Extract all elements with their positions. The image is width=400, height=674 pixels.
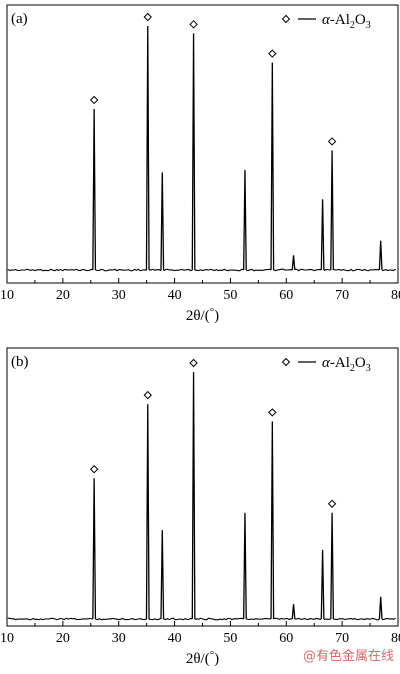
diffraction-peak bbox=[291, 255, 296, 271]
diffraction-peak bbox=[330, 512, 335, 620]
x-tick-label: 60 bbox=[279, 288, 293, 303]
baseline-segment bbox=[381, 268, 396, 272]
baseline-segment bbox=[381, 617, 396, 621]
diffraction-peak bbox=[160, 172, 165, 271]
chart-panel-b: 10 20 30 40 50 60 70 80 2θ/(°) (b) α-Al2O3 bbox=[0, 347, 400, 667]
legend-diamond-icon bbox=[281, 357, 291, 367]
baseline-segment bbox=[246, 268, 272, 272]
baseline-segment bbox=[7, 268, 94, 272]
baseline-segment bbox=[194, 617, 244, 621]
baseline-segment bbox=[294, 268, 322, 272]
baseline-segment bbox=[294, 617, 322, 620]
x-tick-label: 80 bbox=[391, 288, 400, 303]
diffraction-peak bbox=[243, 512, 247, 620]
x-tick-label: 80 bbox=[391, 631, 400, 646]
x-tick-label: 30 bbox=[112, 288, 126, 303]
baseline-segment bbox=[323, 268, 331, 272]
x-tick-label: 50 bbox=[223, 631, 237, 646]
baseline-segment bbox=[149, 268, 162, 272]
diffraction-peak bbox=[160, 530, 165, 620]
baseline-segment bbox=[333, 617, 380, 621]
x-tick-label: 10 bbox=[0, 631, 14, 646]
baseline-segment bbox=[273, 617, 293, 621]
baseline-segment bbox=[163, 617, 193, 621]
peak-marker-diamond-icon bbox=[327, 137, 337, 146]
x-axis-label: 2θ/(°) bbox=[186, 649, 219, 667]
diffraction-peak bbox=[145, 25, 150, 271]
diffraction-peak bbox=[270, 421, 275, 620]
diffraction-peak bbox=[291, 604, 296, 620]
plot-frame bbox=[6, 4, 399, 284]
diffraction-peak bbox=[320, 199, 325, 271]
baseline-segment bbox=[95, 617, 147, 621]
baseline-segment bbox=[7, 617, 93, 621]
peak-marker-diamond-icon bbox=[189, 358, 198, 368]
x-axis-label: 2θ/(°) bbox=[186, 306, 219, 324]
diffraction-peak bbox=[191, 33, 196, 271]
peak-marker-diamond-icon bbox=[89, 95, 99, 105]
diffraction-peak bbox=[320, 549, 325, 620]
panel-label: (a) bbox=[11, 11, 28, 27]
diffraction-peak bbox=[378, 240, 383, 271]
x-tick-label: 20 bbox=[56, 631, 70, 646]
baseline-segment bbox=[194, 268, 244, 272]
baseline-segment bbox=[163, 268, 193, 272]
diffraction-peak bbox=[243, 169, 247, 271]
peak-marker-diamond-icon bbox=[189, 20, 198, 29]
chart-panel-a: 10 20 30 40 50 60 70 80 2θ/(°) (a) α-Al2O3 bbox=[0, 4, 400, 324]
x-tick-label: 20 bbox=[56, 288, 70, 303]
peak-marker-diamond-icon bbox=[143, 390, 152, 400]
legend-diamond-icon bbox=[281, 14, 291, 24]
x-tick-label: 60 bbox=[279, 631, 293, 646]
baseline-segment bbox=[323, 618, 331, 621]
x-tick-label: 40 bbox=[168, 288, 182, 303]
panel-label: (b) bbox=[11, 354, 29, 370]
plot-frame bbox=[6, 347, 399, 627]
baseline-segment bbox=[333, 268, 380, 272]
baseline-segment bbox=[273, 268, 293, 272]
peak-marker-diamond-icon bbox=[143, 12, 152, 22]
x-tick-label: 50 bbox=[223, 288, 237, 303]
diffraction-peak bbox=[270, 62, 275, 271]
legend-label: α-Al2O3 bbox=[322, 355, 371, 374]
baseline-segment bbox=[95, 268, 147, 272]
diffraction-peak bbox=[330, 150, 335, 271]
peak-marker-diamond-icon bbox=[268, 49, 277, 58]
diffraction-peak bbox=[145, 404, 150, 620]
x-tick-label: 40 bbox=[168, 631, 182, 646]
x-tick-label: 70 bbox=[335, 631, 349, 646]
peak-marker-diamond-icon bbox=[327, 499, 337, 508]
diffraction-peak bbox=[378, 596, 383, 620]
legend-label: α-Al2O3 bbox=[322, 12, 371, 31]
baseline-segment bbox=[148, 617, 162, 621]
watermark-text: @有色金属在线 bbox=[302, 649, 394, 664]
diffraction-peak bbox=[92, 478, 97, 620]
diffraction-peak bbox=[191, 371, 196, 620]
x-tick-label: 30 bbox=[112, 631, 126, 646]
baseline-segment bbox=[246, 617, 272, 621]
x-tick-label: 10 bbox=[0, 288, 14, 303]
peak-marker-diamond-icon bbox=[268, 408, 277, 417]
diffraction-peak bbox=[92, 108, 97, 271]
peak-marker-diamond-icon bbox=[89, 465, 99, 474]
x-tick-label: 70 bbox=[335, 288, 349, 303]
